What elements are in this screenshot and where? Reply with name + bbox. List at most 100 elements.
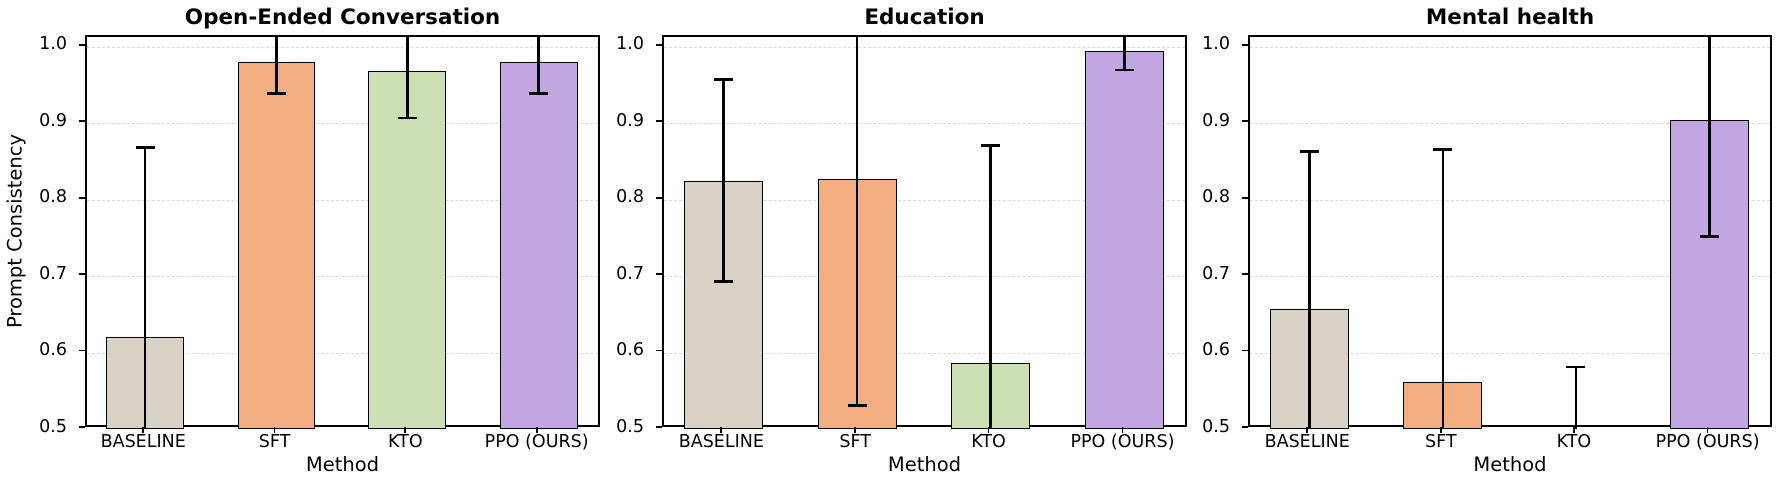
x-tick-mark xyxy=(1121,427,1124,433)
subplot-title-education: Education xyxy=(864,5,985,30)
y-tick-mark xyxy=(1242,120,1248,123)
y-tick-label: 0.5 xyxy=(616,416,644,437)
y-tick-label: 0.5 xyxy=(39,416,67,437)
y-tick-label: 0.9 xyxy=(616,110,644,131)
error-bar-sft xyxy=(275,37,278,94)
y-tick-label: 0.5 xyxy=(1202,416,1230,437)
y-tick-mark xyxy=(1242,196,1248,199)
y-tick-label: 0.6 xyxy=(1202,340,1230,361)
x-tick-label-sft: SFT xyxy=(1425,432,1457,452)
gridline xyxy=(1250,352,1770,354)
gridline xyxy=(87,352,598,354)
axes-frame-education xyxy=(662,35,1187,429)
error-bar-baseline xyxy=(143,147,147,429)
error-bar-sft xyxy=(855,37,859,406)
error-bar-cap xyxy=(267,92,287,95)
x-tick-mark xyxy=(1306,427,1309,433)
x-tick-label-ppo-ours: PPO (OURS) xyxy=(1655,432,1760,452)
error-bar-baseline xyxy=(722,79,725,282)
x-tick-mark xyxy=(854,427,857,433)
y-tick-mark xyxy=(656,426,662,428)
y-tick-mark xyxy=(1242,349,1248,352)
gridline xyxy=(87,46,598,48)
error-bar-cap xyxy=(1433,148,1453,151)
x-axis-label-mental-health: Method xyxy=(1473,453,1547,476)
axes-frame-mental-health xyxy=(1248,35,1772,429)
x-axis-label-education: Method xyxy=(887,453,962,476)
y-tick-label: 0.7 xyxy=(1202,263,1230,284)
gridline xyxy=(664,276,1185,278)
error-bar-kto xyxy=(406,37,409,118)
gridline xyxy=(1250,276,1770,278)
error-bar-cap xyxy=(1566,365,1586,369)
error-bar-cap xyxy=(529,92,549,95)
y-tick-label: 1.0 xyxy=(1202,34,1230,55)
x-tick-label-sft: SFT xyxy=(258,432,291,452)
gridline xyxy=(87,199,598,201)
error-bar-cap xyxy=(1114,68,1134,72)
y-tick-mark xyxy=(1242,426,1248,428)
y-tick-label: 1.0 xyxy=(616,34,644,55)
x-tick-mark xyxy=(1573,427,1575,433)
x-tick-mark xyxy=(720,427,723,433)
x-tick-label-baseline: BASELINE xyxy=(1264,432,1350,452)
x-axis-label-open-ended-conversation: Method xyxy=(305,453,380,476)
x-tick-mark xyxy=(987,427,990,433)
gridline xyxy=(664,352,1185,354)
y-tick-label: 0.9 xyxy=(39,110,67,131)
y-tick-label: 0.6 xyxy=(39,340,67,361)
y-tick-label: 0.7 xyxy=(616,263,644,284)
bar-ppo-ours xyxy=(499,62,578,429)
x-tick-mark xyxy=(1706,427,1709,433)
axes-frame-open-ended-conversation xyxy=(85,35,600,429)
error-bar-cap xyxy=(981,144,1001,147)
y-tick-mark xyxy=(79,349,85,352)
y-tick-label: 0.6 xyxy=(616,340,644,361)
x-tick-label-ppo-ours: PPO (OURS) xyxy=(484,432,589,452)
error-bar-sft xyxy=(1441,149,1445,429)
y-tick-label: 0.7 xyxy=(39,263,67,284)
error-bar-ppo-ours xyxy=(537,37,540,94)
y-tick-mark xyxy=(1242,44,1248,46)
y-tick-mark xyxy=(79,196,85,199)
y-tick-mark xyxy=(656,273,662,276)
x-tick-mark xyxy=(273,427,276,433)
error-bar-baseline xyxy=(1307,151,1311,429)
x-tick-label-sft: SFT xyxy=(839,432,871,452)
error-bar-kto xyxy=(1574,367,1578,429)
error-bar-cap xyxy=(1700,235,1720,238)
error-bar-cap xyxy=(135,146,155,150)
gridline xyxy=(1250,46,1770,48)
x-tick-label-kto: KTO xyxy=(971,432,1006,452)
error-bar-kto xyxy=(989,145,992,429)
error-bar-ppo-ours xyxy=(1123,37,1126,70)
error-bar-cap xyxy=(847,404,867,407)
y-tick-mark xyxy=(656,196,662,199)
x-tick-mark xyxy=(404,427,407,433)
gridline xyxy=(1250,199,1770,201)
y-tick-label: 1.0 xyxy=(39,34,67,55)
y-tick-mark xyxy=(79,44,85,46)
x-tick-mark xyxy=(535,427,538,433)
y-tick-label: 0.8 xyxy=(1202,187,1230,208)
y-tick-mark xyxy=(656,349,662,352)
bar-sft xyxy=(237,62,316,429)
y-tick-mark xyxy=(656,120,662,123)
x-tick-mark xyxy=(1439,427,1442,433)
y-tick-mark xyxy=(1242,273,1248,276)
y-tick-mark xyxy=(79,426,85,428)
error-bar-cap xyxy=(1299,150,1319,153)
gridline xyxy=(87,123,598,125)
x-tick-label-baseline: BASELINE xyxy=(678,432,764,452)
y-tick-mark xyxy=(656,44,662,46)
subplot-title-open-ended-conversation: Open-Ended Conversation xyxy=(184,5,501,30)
y-axis-label: Prompt Consistency xyxy=(3,133,27,329)
y-tick-mark xyxy=(79,120,85,123)
y-tick-label: 0.9 xyxy=(1202,110,1230,131)
x-tick-label-ppo-ours: PPO (OURS) xyxy=(1070,432,1175,452)
bar-ppo-ours xyxy=(1084,50,1165,429)
gridline xyxy=(1250,123,1770,125)
x-tick-label-kto: KTO xyxy=(388,432,423,452)
bar-baseline xyxy=(683,181,763,429)
